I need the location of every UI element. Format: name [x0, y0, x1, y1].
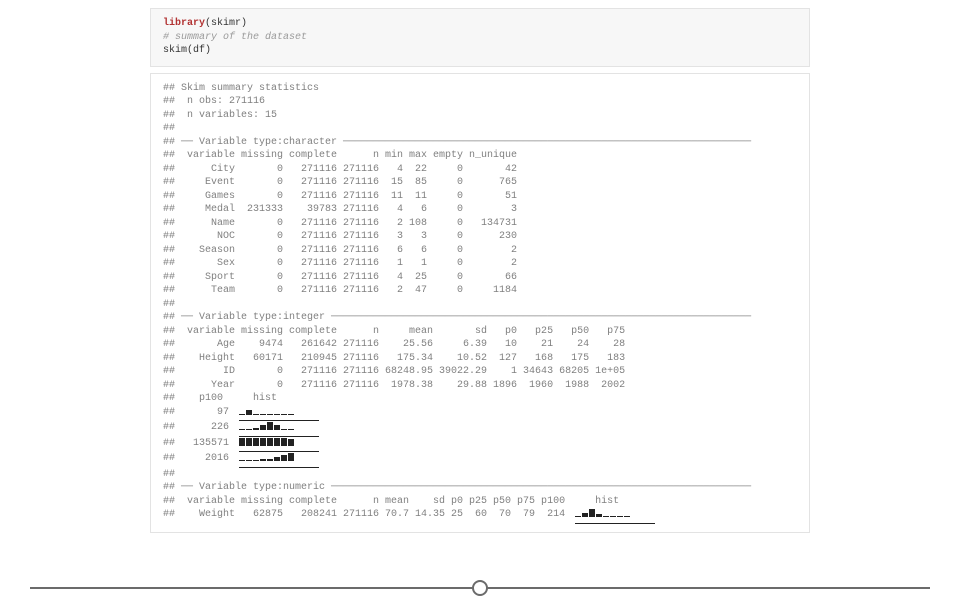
- histogram-bar: [246, 460, 252, 461]
- char-table-row: ## City 0 271116 271116 4 22 0 42: [163, 164, 517, 175]
- histogram-bar: [281, 414, 287, 415]
- histogram-bar: [281, 455, 287, 461]
- divider-knob[interactable]: [472, 580, 488, 596]
- histogram-bar: [239, 460, 245, 461]
- section-integer-title: ## ── Variable type:integer ────────────…: [163, 312, 751, 323]
- code-comment: # summary of the dataset: [163, 32, 307, 43]
- char-table-row: ## Name 0 271116 271116 2 108 0 134731: [163, 218, 517, 229]
- histogram-bar: [281, 429, 287, 430]
- section-character-title: ## ── Variable type:character ──────────…: [163, 137, 751, 148]
- int-hist-row: ## 226: [163, 422, 319, 433]
- char-table-row: ##: [163, 299, 181, 310]
- char-table-header: ## variable missing complete n min max e…: [163, 150, 517, 161]
- histogram-bar: [267, 414, 273, 415]
- histogram-bar: [246, 438, 252, 446]
- code-block: library(skimr) # summary of the dataset …: [150, 8, 810, 67]
- histogram-bar: [260, 425, 266, 430]
- histogram-bar: [253, 414, 259, 415]
- blank-line: ##: [163, 469, 181, 480]
- char-table-row: ## Sex 0 271116 271116 1 1 0 2: [163, 258, 517, 269]
- int-hist-header: ## p100 hist: [163, 393, 277, 404]
- histogram-bar: [624, 516, 630, 517]
- histogram-bar: [589, 509, 595, 517]
- histogram-bar: [246, 429, 252, 430]
- histogram-bar: [267, 422, 273, 430]
- histogram: [239, 438, 319, 453]
- histogram-bar: [281, 438, 287, 446]
- histogram-bar: [239, 438, 245, 446]
- histogram-bar: [288, 429, 294, 430]
- int-table-row: ## Height 60171 210945 271116 175.34 10.…: [163, 353, 625, 364]
- pkg-arg: (skimr): [205, 18, 247, 29]
- histogram-bar: [288, 453, 294, 461]
- histogram-bar: [239, 414, 245, 415]
- char-table-row: ## Event 0 271116 271116 15 85 0 765: [163, 177, 517, 188]
- histogram-bar: [288, 414, 294, 415]
- histogram-bar: [246, 410, 252, 415]
- histogram-bar: [253, 438, 259, 446]
- histogram-bar: [253, 428, 259, 430]
- histogram-bar: [610, 516, 616, 517]
- char-table-row: ## NOC 0 271116 271116 3 3 0 230: [163, 231, 517, 242]
- output-block: ## Skim summary statistics ## n obs: 271…: [150, 73, 810, 533]
- summary-header-line: ## n variables: 15: [163, 110, 283, 121]
- int-hist-row: ## 135571: [163, 438, 319, 449]
- code-call: skim(df): [163, 45, 211, 56]
- int-table-row: ## ID 0 271116 271116 68248.95 39022.29 …: [163, 366, 625, 377]
- int-hist-row: ## 2016: [163, 453, 319, 464]
- histogram-bar: [274, 425, 280, 430]
- histogram-bar: [267, 459, 273, 461]
- histogram-bar: [582, 513, 588, 517]
- int-table-row: ## Age 9474 261642 271116 25.56 6.39 10 …: [163, 339, 625, 350]
- page: library(skimr) # summary of the dataset …: [0, 8, 960, 600]
- num-table-row: ## Weight 62875 208241 271116 70.7 14.35…: [163, 509, 655, 520]
- histogram-bar: [288, 439, 294, 446]
- histogram: [239, 407, 319, 422]
- histogram-bar: [260, 438, 266, 446]
- int-table-header: ## variable missing complete n mean sd p…: [163, 326, 625, 337]
- histogram-bar: [267, 438, 273, 446]
- histogram: [239, 422, 319, 437]
- summary-header-line: ## n obs: 271116: [163, 96, 271, 107]
- char-table-row: ## Games 0 271116 271116 11 11 0 51: [163, 191, 517, 202]
- char-table-row: ## Season 0 271116 271116 6 6 0 2: [163, 245, 517, 256]
- histogram-bar: [274, 438, 280, 446]
- histogram: [239, 453, 319, 468]
- int-hist-row: ## 97: [163, 407, 319, 418]
- keyword-library: library: [163, 18, 205, 29]
- histogram-bar: [617, 516, 623, 517]
- histogram: [575, 509, 655, 524]
- int-table-row: ## Year 0 271116 271116 1978.38 29.88 18…: [163, 380, 625, 391]
- section-numeric-title: ## ── Variable type:numeric ────────────…: [163, 482, 751, 493]
- histogram-bar: [603, 516, 609, 517]
- char-table-row: ## Medal 231333 39783 271116 4 6 0 3: [163, 204, 517, 215]
- histogram-bar: [239, 429, 245, 430]
- histogram-bar: [253, 460, 259, 461]
- histogram-bar: [575, 516, 581, 517]
- num-table-header: ## variable missing complete n mean sd p…: [163, 496, 619, 507]
- histogram-bar: [274, 414, 280, 415]
- histogram-bar: [260, 459, 266, 461]
- section-divider: [30, 580, 930, 596]
- histogram-bar: [274, 457, 280, 461]
- summary-header-line: ## Skim summary statistics: [163, 83, 319, 94]
- summary-header-line: ##: [163, 123, 181, 134]
- histogram-bar: [596, 514, 602, 517]
- histogram-bar: [260, 414, 266, 415]
- char-table-row: ## Team 0 271116 271116 2 47 0 1184: [163, 285, 517, 296]
- char-table-row: ## Sport 0 271116 271116 4 25 0 66: [163, 272, 517, 283]
